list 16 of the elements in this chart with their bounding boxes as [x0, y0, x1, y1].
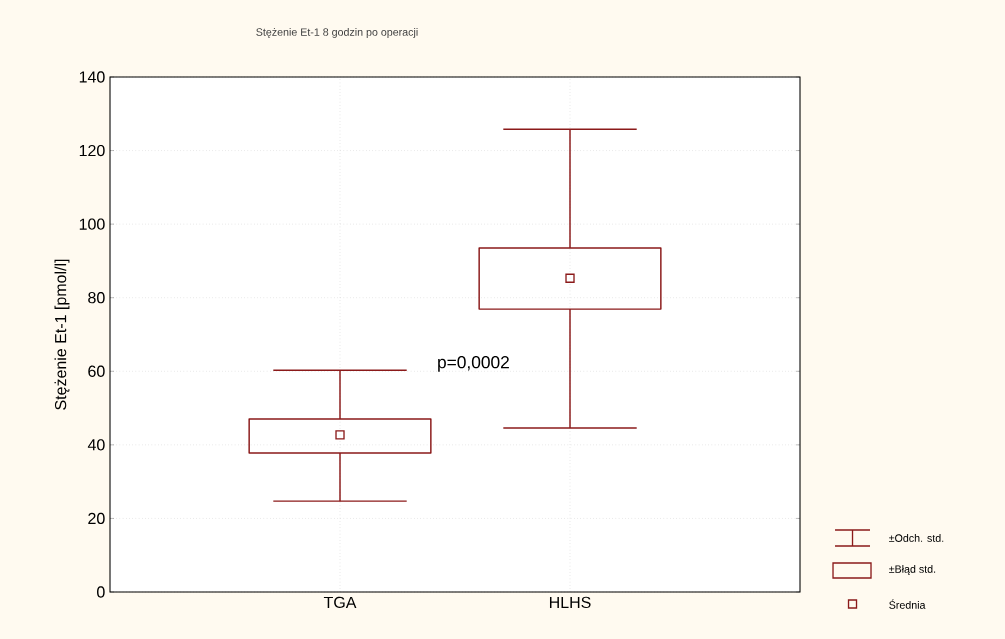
text: ±Odch. std.	[889, 534, 944, 542]
y-tick-label: 100	[79, 218, 105, 230]
y-tick-label: 60	[88, 365, 105, 377]
y-tick-label: 80	[88, 292, 105, 304]
chart-title: Stężenie Et-1 8 godzin po operacji	[256, 28, 418, 38]
y-tick-label: 0	[97, 586, 105, 598]
text: ±Błąd std.	[889, 565, 936, 575]
y-tick-label: 120	[79, 144, 105, 157]
x-tick-label: TGA	[323, 596, 357, 609]
annotation: p=0,0002	[438, 356, 509, 372]
text: Średnia	[889, 599, 926, 609]
y-tick-label: 140	[79, 71, 105, 83]
y-tick-label: 40	[87, 439, 105, 451]
y-tick-label: 20	[88, 512, 105, 525]
x-tick-label: HLHS	[549, 596, 591, 609]
y-axis-title: Stężenie Et-1 [pmol/l]	[54, 259, 70, 410]
